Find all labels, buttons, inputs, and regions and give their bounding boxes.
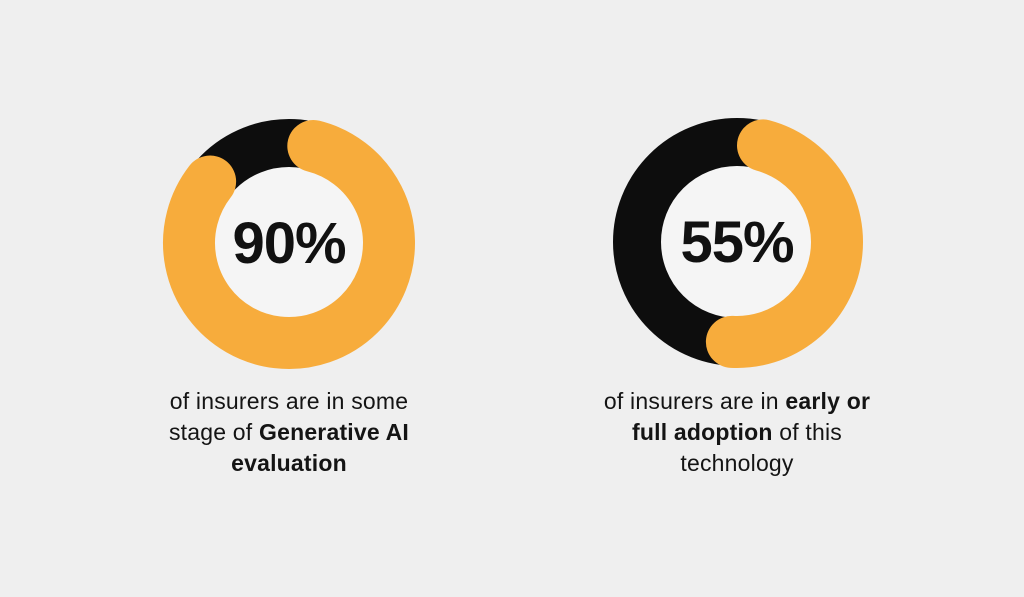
caption-line: full adoption of this — [552, 417, 922, 448]
caption-text: technology — [680, 450, 794, 476]
caption-line: technology — [552, 448, 922, 479]
donut-chart-left: 90% — [159, 113, 419, 373]
caption-text: of insurers are in — [603, 388, 786, 414]
caption-text: of this — [772, 419, 842, 445]
caption-text: full adoption — [632, 419, 773, 445]
caption-text: evaluation — [231, 450, 347, 476]
caption-left: of insurers are in some stage of Generati… — [104, 386, 474, 479]
caption-line: stage of Generative AI — [104, 417, 474, 448]
caption-text: early or — [785, 388, 871, 414]
percent-label-left: 90% — [232, 210, 346, 276]
donut-svg-left — [163, 119, 415, 369]
percent-label-right: 55% — [680, 209, 794, 275]
caption-text: of insurers are in some — [169, 388, 409, 414]
donut-hole — [213, 167, 365, 319]
donut-hole — [661, 166, 813, 318]
donut-svg-right — [613, 118, 863, 368]
donut-chart-right: 55% — [607, 112, 867, 372]
donut-progress-arc — [163, 120, 415, 369]
caption-right: of insurers are in early or full adoption… — [552, 386, 922, 479]
caption-line: of insurers are in early or — [552, 386, 922, 417]
caption-text: stage of — [168, 419, 259, 445]
donut-progress-arc — [705, 119, 863, 368]
caption-line: evaluation — [104, 448, 474, 479]
caption-text: Generative AI — [258, 419, 410, 445]
caption-line: of insurers are in some — [104, 386, 474, 417]
